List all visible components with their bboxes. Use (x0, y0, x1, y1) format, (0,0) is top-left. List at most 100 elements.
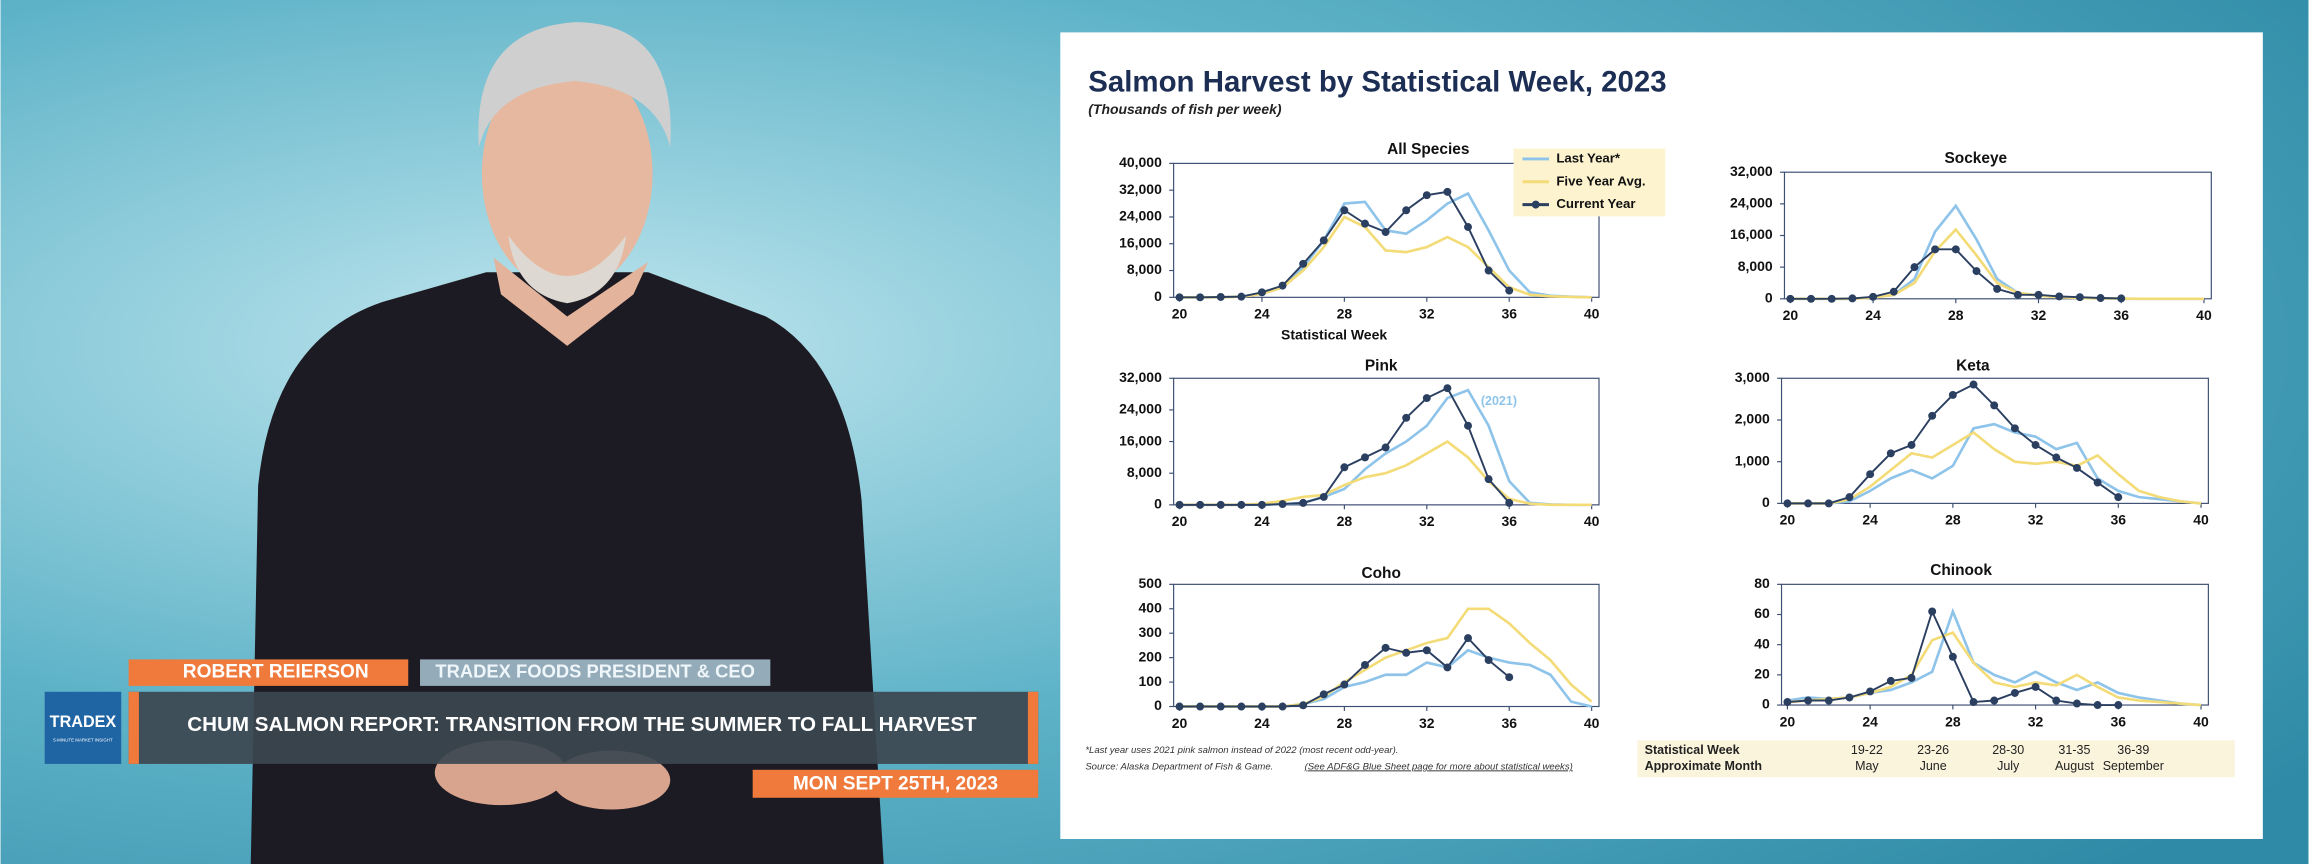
x-tick-label: 28 (1337, 306, 1353, 322)
data-point (1969, 698, 1978, 706)
x-tick-label: 36 (1501, 513, 1517, 529)
x-tick-label: 20 (1172, 715, 1188, 731)
data-point (1237, 500, 1246, 509)
data-point (2114, 701, 2123, 710)
y-tick-label: 0 (1765, 289, 1773, 305)
date: MON SEPT 25TH, 2023 (793, 774, 998, 795)
headline: CHUM SALMON REPORT: TRANSITION FROM THE … (187, 713, 977, 736)
y-tick-label: 1,000 (1735, 452, 1770, 468)
data-point (1824, 696, 1833, 705)
legend-label: Last Year* (1556, 150, 1621, 165)
data-point (1484, 475, 1493, 484)
data-point (1948, 390, 1957, 399)
data-point (1931, 245, 1940, 254)
y-tick-label: 24,000 (1730, 195, 1773, 211)
table-cell: September (2103, 759, 2164, 773)
y-tick-label: 400 (1139, 599, 1163, 615)
data-point (1910, 263, 1919, 272)
x-tick-label: 24 (1254, 513, 1270, 529)
data-point (2093, 701, 2102, 710)
y-tick-label: 20 (1754, 666, 1770, 682)
legend-label: Five Year Avg. (1556, 173, 1645, 188)
x-tick-label: 40 (1584, 513, 1600, 529)
data-point (1237, 292, 1246, 301)
data-point (1505, 286, 1514, 295)
x-tick-label: 36 (2111, 512, 2127, 528)
legend-label: Current Year (1556, 196, 1635, 211)
y-tick-label: 8,000 (1127, 464, 1162, 480)
data-point (1257, 500, 1266, 509)
table-cell: Statistical Week (1645, 743, 1740, 757)
data-point (2010, 424, 2019, 433)
data-point (1484, 266, 1493, 275)
x-tick-label: 20 (1172, 513, 1188, 529)
y-tick-label: 40,000 (1119, 154, 1162, 170)
data-point (2010, 688, 2019, 697)
data-point (1196, 702, 1205, 711)
data-point (1845, 493, 1854, 502)
data-point (1237, 702, 1246, 711)
data-point (1175, 500, 1184, 509)
logo-tagline: 5-MINUTE MARKET INSIGHT (53, 738, 113, 743)
data-point (1319, 236, 1328, 245)
data-point (1361, 219, 1369, 228)
data-point (1990, 696, 1999, 705)
data-point (1928, 411, 1937, 420)
source: Source: Alaska Department of Fish & Game… (1085, 761, 1273, 772)
x-tick-label: 40 (1584, 715, 1600, 731)
footnote: *Last year uses 2021 pink salmon instead… (1085, 745, 1398, 756)
presenter-role: TRADEX FOODS PRESIDENT & CEO (435, 661, 755, 682)
data-point (2075, 293, 2084, 302)
y-tick-label: 0 (1762, 494, 1770, 510)
data-point (1948, 652, 1957, 661)
headline-box (128, 691, 1039, 764)
data-point (1278, 500, 1287, 509)
chart-title: Sockeye (1944, 150, 2007, 167)
y-tick-label: 0 (1154, 288, 1162, 304)
y-tick-label: 200 (1139, 648, 1163, 664)
data-point (1381, 228, 1390, 236)
data-point (1990, 401, 1999, 410)
data-point (1422, 394, 1431, 403)
x-tick-label: 24 (1862, 512, 1878, 528)
data-point (1340, 206, 1349, 215)
table-cell: July (1997, 759, 2020, 773)
table-cell: 23-26 (1917, 743, 1949, 757)
x-tick-label: 32 (1419, 513, 1435, 529)
data-point (2052, 453, 2061, 462)
data-point (1786, 294, 1795, 303)
data-point (1422, 646, 1431, 655)
data-point (2114, 493, 2123, 502)
y-tick-label: 8,000 (1127, 261, 1162, 277)
data-point (2096, 294, 2105, 302)
data-point (2055, 292, 2064, 301)
data-point (1443, 187, 1452, 196)
x-tick-label: 20 (1780, 713, 1796, 729)
data-point (1824, 499, 1833, 508)
source-link[interactable]: (See ADF&G Blue Sheet page for more abou… (1305, 761, 1573, 772)
data-point (1381, 643, 1390, 652)
data-point (1381, 443, 1390, 452)
table-cell: 28-30 (1992, 743, 2024, 757)
data-point (1422, 191, 1431, 200)
x-tick-label: 28 (1337, 715, 1353, 731)
table-cell: June (1920, 759, 1947, 773)
chart-title: Coho (1361, 565, 1400, 582)
headline-accent (1027, 691, 1039, 764)
table-cell: August (2055, 759, 2094, 773)
data-point (1869, 292, 1878, 301)
data-point (2031, 682, 2040, 691)
y-tick-label: 60 (1754, 605, 1770, 621)
chart-title: All Species (1387, 141, 1469, 158)
data-point (1969, 380, 1978, 389)
data-point (1319, 690, 1328, 699)
headline-accent (128, 691, 139, 764)
x-tick-label: 28 (1945, 512, 1961, 528)
charts: All Species 0 8,000 16,000 24,000 32,000 40,00… (1119, 141, 2212, 731)
table-cell: May (1855, 759, 1879, 773)
plot-frame (1173, 583, 1600, 708)
data-point (1196, 293, 1205, 302)
data-point (1361, 453, 1369, 462)
y-tick-label: 80 (1754, 575, 1770, 591)
